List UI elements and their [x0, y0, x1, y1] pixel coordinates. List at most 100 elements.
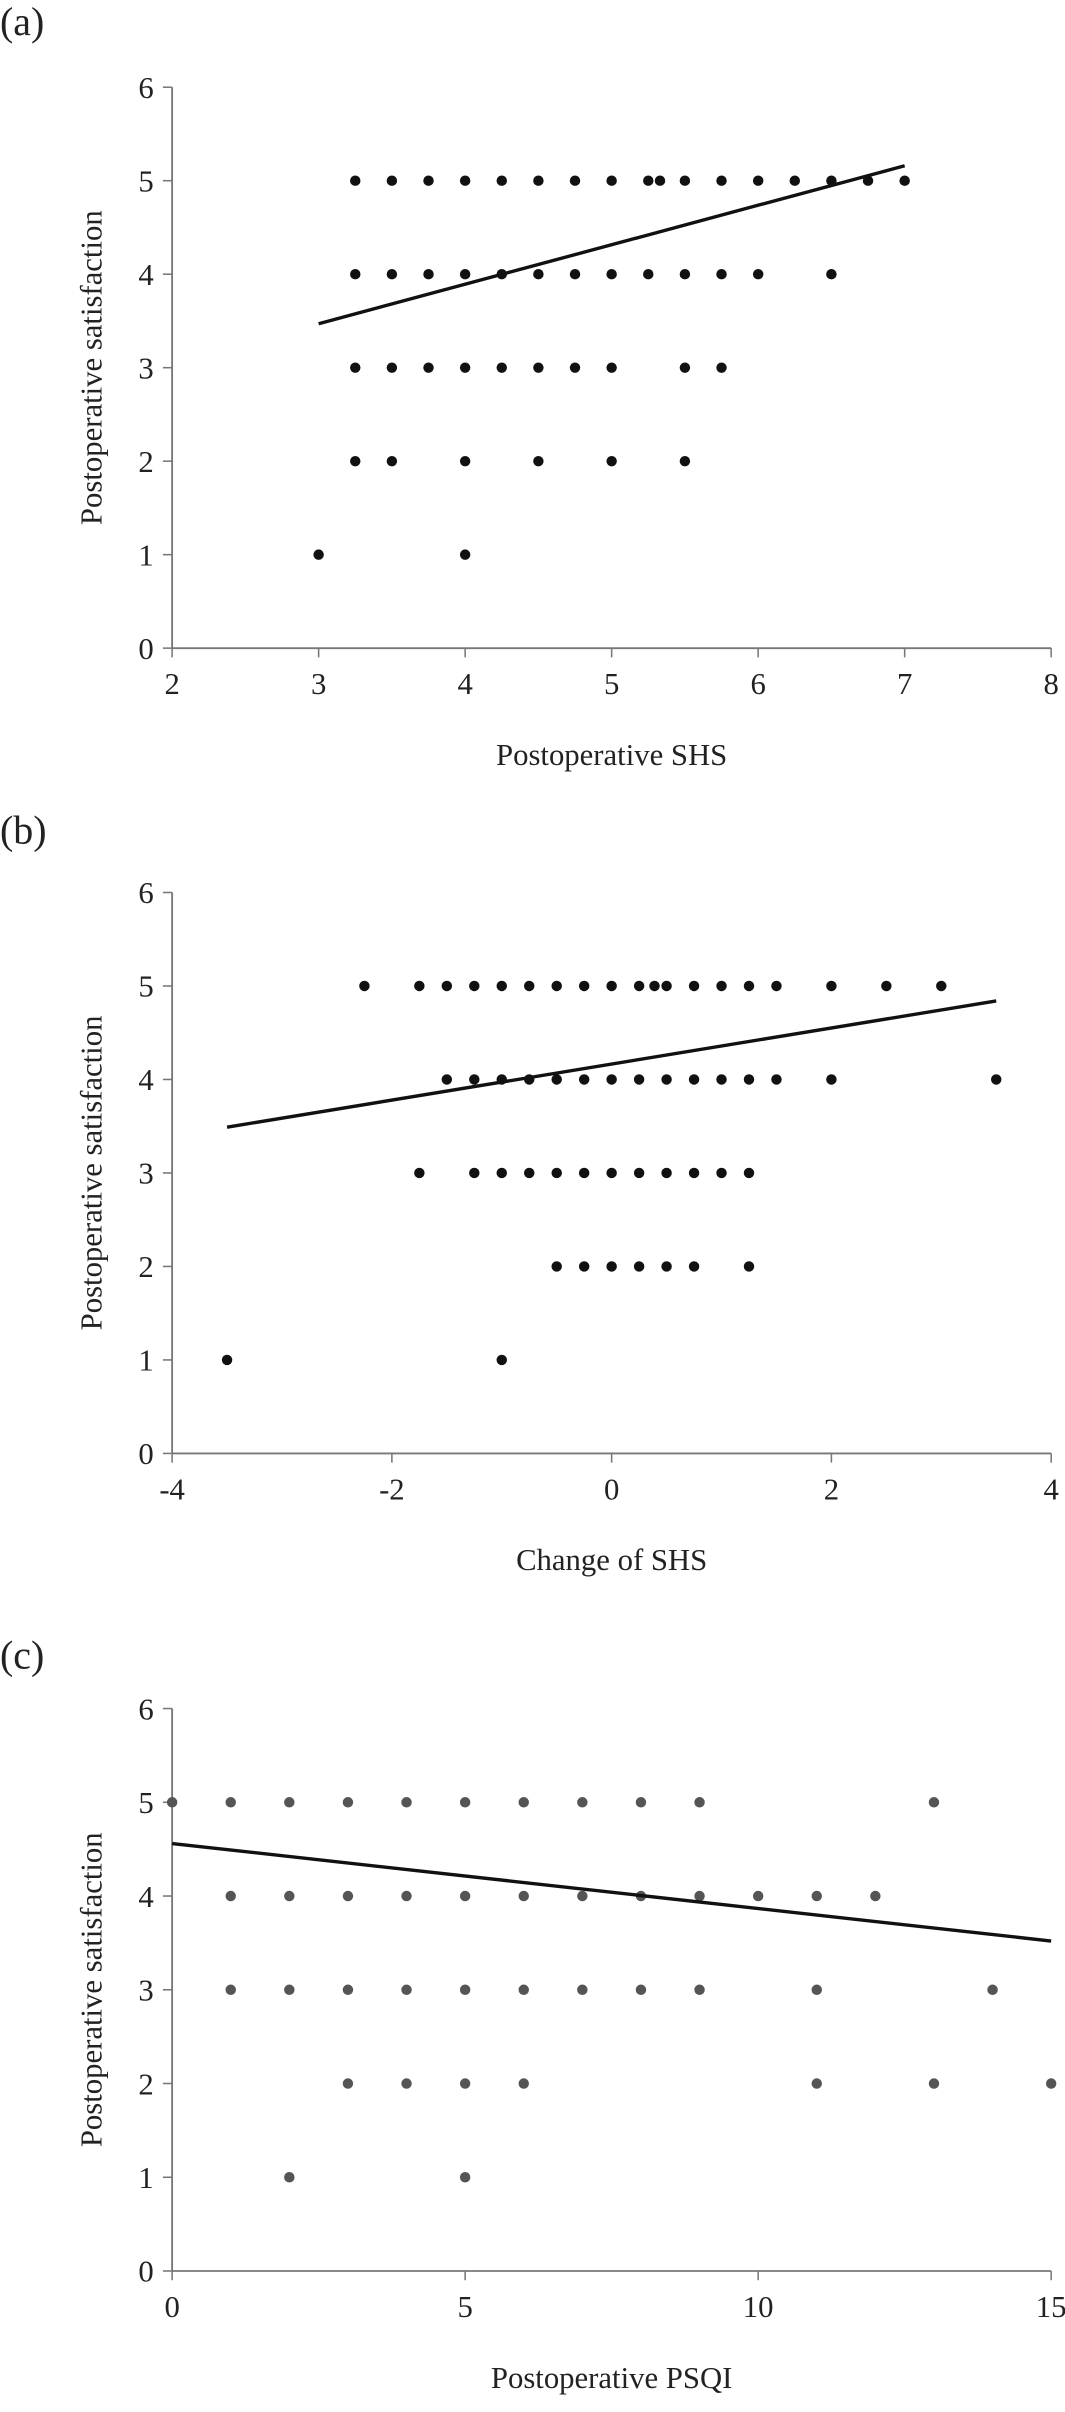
data-point	[401, 1890, 412, 1902]
data-point	[716, 362, 727, 373]
x-axis-label: Change of SHS	[516, 1543, 707, 1577]
data-point	[606, 455, 617, 467]
y-tick-label: 0	[138, 2255, 153, 2289]
data-point	[789, 175, 801, 186]
y-tick-label: 2	[138, 2067, 153, 2101]
data-point	[606, 362, 617, 373]
data-point	[661, 1074, 672, 1085]
data-point	[811, 1984, 822, 1995]
y-tick-label: 5	[138, 970, 153, 1004]
data-point	[496, 362, 507, 373]
y-tick-label: 3	[138, 1157, 153, 1191]
data-point	[743, 1167, 755, 1179]
data-point	[551, 1074, 562, 1085]
data-point	[166, 1797, 178, 1808]
data-point	[635, 1797, 647, 1808]
data-point	[578, 1167, 590, 1179]
x-tick-label: 7	[897, 667, 912, 701]
x-tick-label: 0	[164, 2290, 179, 2324]
data-point	[743, 1261, 755, 1272]
y-tick-label: 1	[138, 1344, 153, 1378]
data-point	[496, 980, 507, 992]
data-point	[688, 1261, 700, 1272]
data-point	[533, 268, 544, 280]
data-point	[569, 268, 581, 280]
data-point	[342, 1797, 354, 1808]
y-axis-label: Postoperative satisfaction	[74, 210, 108, 525]
data-point	[423, 175, 434, 186]
data-point	[752, 1890, 764, 1902]
data-point	[225, 1797, 236, 1808]
data-point	[606, 980, 617, 992]
panel-label: (a)	[0, 0, 44, 44]
data-point	[928, 1797, 940, 1808]
data-point	[386, 455, 398, 467]
data-point	[524, 980, 535, 992]
data-point	[350, 268, 361, 280]
data-point	[694, 1890, 705, 1902]
data-point	[862, 175, 874, 186]
data-point	[459, 2078, 471, 2089]
data-point	[350, 175, 361, 186]
x-tick-label: 4	[457, 667, 472, 701]
data-point	[441, 980, 453, 992]
data-point	[469, 1074, 480, 1085]
y-tick-label: 4	[138, 1880, 153, 1914]
data-point	[752, 268, 764, 280]
data-point	[469, 1167, 480, 1179]
data-point	[225, 1984, 236, 1995]
data-point	[643, 268, 654, 280]
x-tick-label: 15	[1036, 2290, 1065, 2324]
data-point	[577, 1984, 588, 1995]
data-point	[518, 1890, 529, 1902]
y-tick-label: 5	[138, 164, 153, 198]
data-point	[716, 1074, 727, 1085]
data-point	[826, 268, 837, 280]
data-point	[284, 2172, 295, 2183]
data-point	[771, 980, 782, 992]
y-tick-label: 1	[138, 538, 153, 572]
y-tick-label: 0	[138, 632, 153, 666]
data-point	[881, 980, 892, 992]
data-point	[743, 980, 755, 992]
data-point	[459, 1797, 471, 1808]
data-point	[569, 362, 581, 373]
data-point	[716, 1167, 727, 1179]
data-point	[606, 175, 617, 186]
y-tick-label: 3	[138, 351, 153, 385]
data-point	[661, 980, 672, 992]
data-point	[459, 1984, 471, 1995]
y-tick-label: 6	[138, 876, 153, 910]
data-point	[771, 1074, 782, 1085]
x-axis-label: Postoperative PSQI	[491, 2361, 732, 2395]
data-point	[633, 1261, 645, 1272]
data-point	[518, 1984, 529, 1995]
y-tick-label: 2	[138, 1250, 153, 1284]
data-point	[313, 549, 324, 560]
data-point	[414, 980, 425, 992]
data-point	[469, 980, 480, 992]
data-point	[569, 175, 581, 186]
data-point	[606, 1167, 617, 1179]
data-point	[459, 455, 471, 467]
y-tick-label: 4	[138, 258, 153, 292]
panel: (c) 0 1 2 3 4 5 6 0 5 10 15 Postoperative PSQI Postop…	[0, 1633, 1065, 2395]
data-point	[524, 1167, 535, 1179]
data-point	[401, 1797, 412, 1808]
data-point	[716, 175, 727, 186]
data-point	[633, 980, 645, 992]
trendline	[171, 1841, 1052, 1943]
data-point	[401, 2078, 412, 2089]
x-tick-label: 0	[604, 1473, 619, 1507]
data-point	[811, 2078, 822, 2089]
data-point	[577, 1890, 588, 1902]
x-tick-label: 8	[1043, 667, 1058, 701]
data-point	[401, 1984, 412, 1995]
data-point	[459, 268, 471, 280]
y-tick-label: 0	[138, 1437, 153, 1471]
data-point	[496, 1167, 507, 1179]
data-point	[635, 1984, 647, 1995]
data-point	[826, 1074, 837, 1085]
